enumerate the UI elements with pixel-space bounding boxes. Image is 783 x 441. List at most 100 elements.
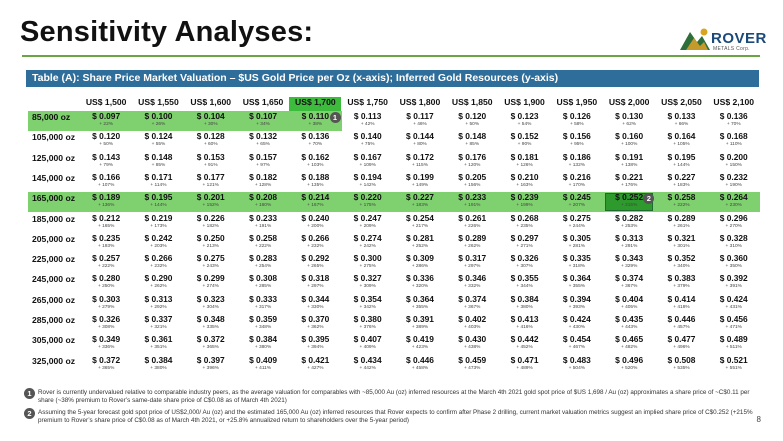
premium-percent: + 332%	[464, 284, 481, 290]
share-price: $ 0.364	[405, 293, 434, 304]
row-header: 205,000 oz	[32, 233, 75, 244]
premium-percent: + 156%	[464, 182, 481, 188]
table-cell: $ 0.383 + 379%	[655, 273, 707, 293]
share-price: $ 0.283	[249, 253, 278, 264]
table-cell: $ 0.370 + 362%	[289, 314, 341, 334]
premium-percent: + 318%	[568, 264, 586, 270]
premium-percent: + 443%	[620, 325, 638, 330]
highlight-row	[28, 192, 760, 213]
premium-percent: + 511%	[725, 345, 742, 351]
premium-percent: + 232%	[307, 243, 324, 249]
premium-percent: + 380%	[516, 304, 533, 310]
row-header: 185,000 oz	[32, 213, 75, 224]
premium-percent: + 50%	[99, 142, 114, 148]
table-cell: $ 0.245 + 207%	[551, 192, 603, 212]
share-price: $ 0.275	[196, 253, 225, 264]
share-price: $ 0.456	[719, 314, 748, 324]
column-header: US$ 2,050	[661, 97, 702, 107]
premium-percent: + 222%	[97, 264, 115, 270]
premium-percent: + 60%	[203, 142, 218, 148]
table-cell: $ 0.153 + 91%	[185, 152, 237, 172]
table-cell: $ 0.254 + 217%	[394, 213, 446, 233]
table-cell: $ 0.402 + 403%	[446, 314, 498, 334]
premium-percent: + 362%	[307, 325, 324, 330]
premium-percent: + 281%	[568, 243, 586, 249]
table-cell: $ 0.489 + 511%	[708, 334, 760, 354]
table-cell: $ 0.136 + 70%	[708, 111, 760, 131]
premium-percent: + 309%	[359, 284, 376, 290]
premium-percent: + 66%	[674, 122, 689, 127]
share-price: $ 0.240	[301, 212, 330, 223]
premium-percent: + 270%	[725, 223, 742, 229]
share-price: $ 0.143	[92, 151, 121, 162]
table-cell: $ 0.282 + 253%	[603, 213, 655, 233]
share-price: $ 0.201	[196, 192, 225, 203]
table-cell: $ 0.208 + 160%	[237, 192, 289, 212]
share-price: $ 0.346	[458, 273, 487, 284]
table-cell: $ 0.126 + 58%	[551, 111, 603, 131]
share-price: $ 0.409	[249, 354, 278, 365]
share-price: $ 0.120	[458, 111, 487, 121]
table-cell: $ 0.227 + 183%	[655, 172, 707, 192]
premium-percent: + 329%	[620, 264, 638, 270]
premium-percent: + 222%	[673, 203, 690, 209]
share-price: $ 0.233	[249, 212, 278, 223]
share-price: $ 0.421	[301, 354, 330, 365]
premium-percent: + 243%	[202, 264, 219, 270]
share-price: $ 0.195	[144, 192, 173, 203]
table-cell: $ 0.344 + 330%	[289, 294, 341, 314]
premium-percent: + 135%	[307, 182, 324, 188]
premium-percent: + 391%	[725, 284, 742, 290]
table-cell: $ 0.117 + 46%	[394, 111, 446, 131]
footnotes: 1 Rover is currently undervalued relativ…	[24, 388, 764, 429]
share-price: $ 0.337	[144, 314, 173, 324]
table-cell: $ 0.360 + 350%	[708, 253, 760, 273]
footnote-text: Assuming the 5-year forecast gold spot p…	[38, 409, 753, 424]
share-price: $ 0.140	[353, 131, 382, 142]
column-header: US$ 1,850	[451, 97, 493, 107]
table-cell: $ 0.166 + 107%	[80, 172, 132, 192]
premium-percent: + 65%	[256, 142, 270, 148]
table-cell: $ 0.186 + 132%	[551, 152, 603, 172]
table-cell: $ 0.435 + 443%	[603, 314, 655, 334]
share-price: $ 0.303	[92, 293, 121, 304]
premium-percent: + 317%	[254, 304, 272, 310]
table-cell: $ 0.327 + 309%	[342, 273, 394, 293]
premium-percent: + 22%	[99, 122, 114, 127]
table-cell: $ 0.354 + 342%	[342, 294, 394, 314]
table-cell: $ 0.374 + 367%	[603, 273, 655, 293]
table-cell: $ 0.297 + 271%	[498, 233, 550, 253]
table-cell: $ 0.252 + 215%	[603, 192, 655, 212]
share-price: $ 0.477	[667, 334, 696, 345]
share-price: $ 0.305	[562, 232, 591, 243]
share-price: $ 0.333	[249, 293, 278, 304]
column-header: US$ 1,750	[347, 97, 388, 107]
table-cell: $ 0.290 + 262%	[132, 273, 184, 293]
column-header: US$ 1,800	[399, 97, 441, 107]
share-price: $ 0.384	[249, 334, 278, 345]
premium-percent: + 458%	[411, 365, 429, 371]
table-cell: $ 0.275 + 243%	[185, 253, 237, 273]
premium-percent: + 62%	[622, 122, 637, 127]
premium-percent: + 365%	[202, 345, 219, 351]
table-cell: $ 0.300 + 275%	[342, 253, 394, 273]
premium-percent: + 396%	[202, 365, 219, 371]
share-price: $ 0.219	[144, 212, 173, 223]
share-price: $ 0.384	[510, 293, 539, 304]
premium-percent: + 348%	[254, 325, 272, 330]
table-cell: $ 0.335 + 318%	[551, 253, 603, 273]
table-cell: $ 0.496 + 520%	[603, 355, 655, 375]
table-cell: $ 0.346 + 332%	[446, 273, 498, 293]
premium-percent: + 170%	[568, 182, 586, 188]
share-price: $ 0.200	[719, 151, 748, 162]
footnote-badge: 1	[24, 388, 35, 399]
table-cell: $ 0.424 + 430%	[551, 314, 603, 334]
page-title: Sensitivity Analyses:	[20, 16, 314, 48]
table-cell: $ 0.337 + 321%	[132, 314, 184, 334]
column-header: US$ 2,100	[713, 97, 755, 107]
share-price: $ 0.336	[405, 273, 434, 284]
premium-percent: + 250%	[97, 284, 115, 290]
footnote-1: 1 Rover is currently undervalued relativ…	[24, 388, 764, 405]
premium-percent: + 152%	[202, 203, 219, 209]
premium-percent: + 427%	[307, 365, 324, 371]
